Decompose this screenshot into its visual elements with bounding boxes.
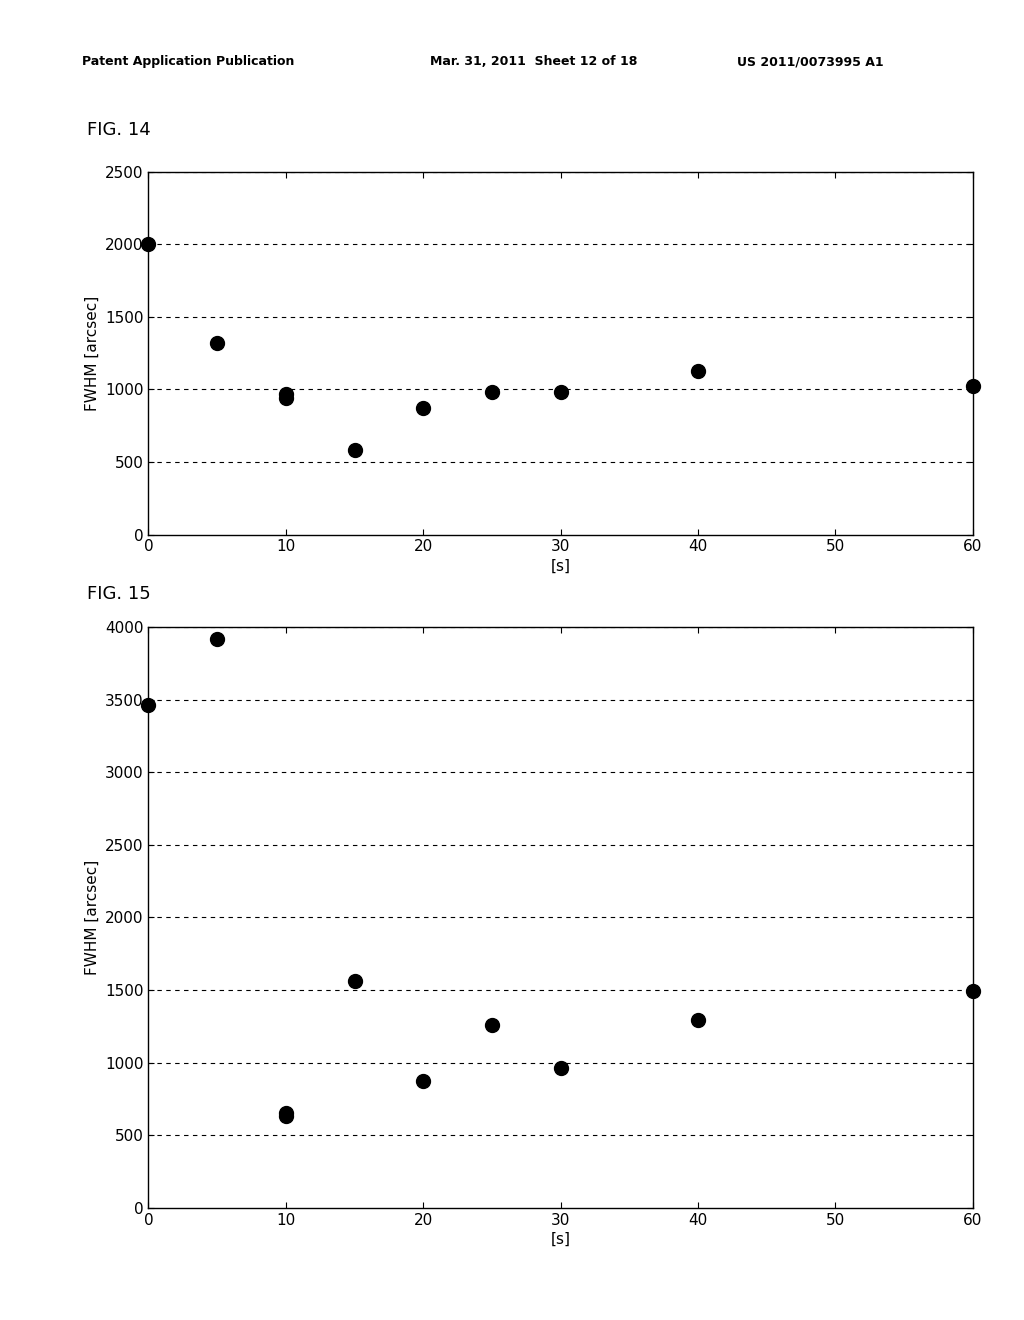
Point (965, 981, 981, 1002)
Point (965, 376, 981, 397)
Y-axis label: FWHM [arcsec]: FWHM [arcsec] (84, 859, 99, 975)
Point (209, 333, 225, 354)
Point (690, 1010, 707, 1031)
X-axis label: [s]: [s] (551, 558, 570, 574)
Y-axis label: FWHM [arcsec]: FWHM [arcsec] (85, 296, 99, 411)
Point (346, 970, 362, 991)
Point (209, 628, 225, 649)
Text: FIG. 15: FIG. 15 (87, 585, 151, 603)
Point (278, 383, 294, 404)
Text: Mar. 31, 2011  Sheet 12 of 18: Mar. 31, 2011 Sheet 12 of 18 (430, 55, 638, 69)
Point (140, 694, 157, 715)
Point (690, 360, 707, 381)
Point (278, 388, 294, 409)
Point (415, 1071, 431, 1092)
Text: US 2011/0073995 A1: US 2011/0073995 A1 (737, 55, 884, 69)
Point (140, 234, 157, 255)
Point (483, 381, 500, 403)
X-axis label: [s]: [s] (551, 1232, 570, 1247)
Point (415, 397, 431, 418)
Point (346, 440, 362, 461)
Point (553, 1057, 569, 1078)
Point (278, 1104, 294, 1125)
Point (278, 1106, 294, 1127)
Text: Patent Application Publication: Patent Application Publication (82, 55, 294, 69)
Point (483, 1014, 500, 1035)
Text: FIG. 14: FIG. 14 (87, 120, 151, 139)
Point (553, 381, 569, 403)
